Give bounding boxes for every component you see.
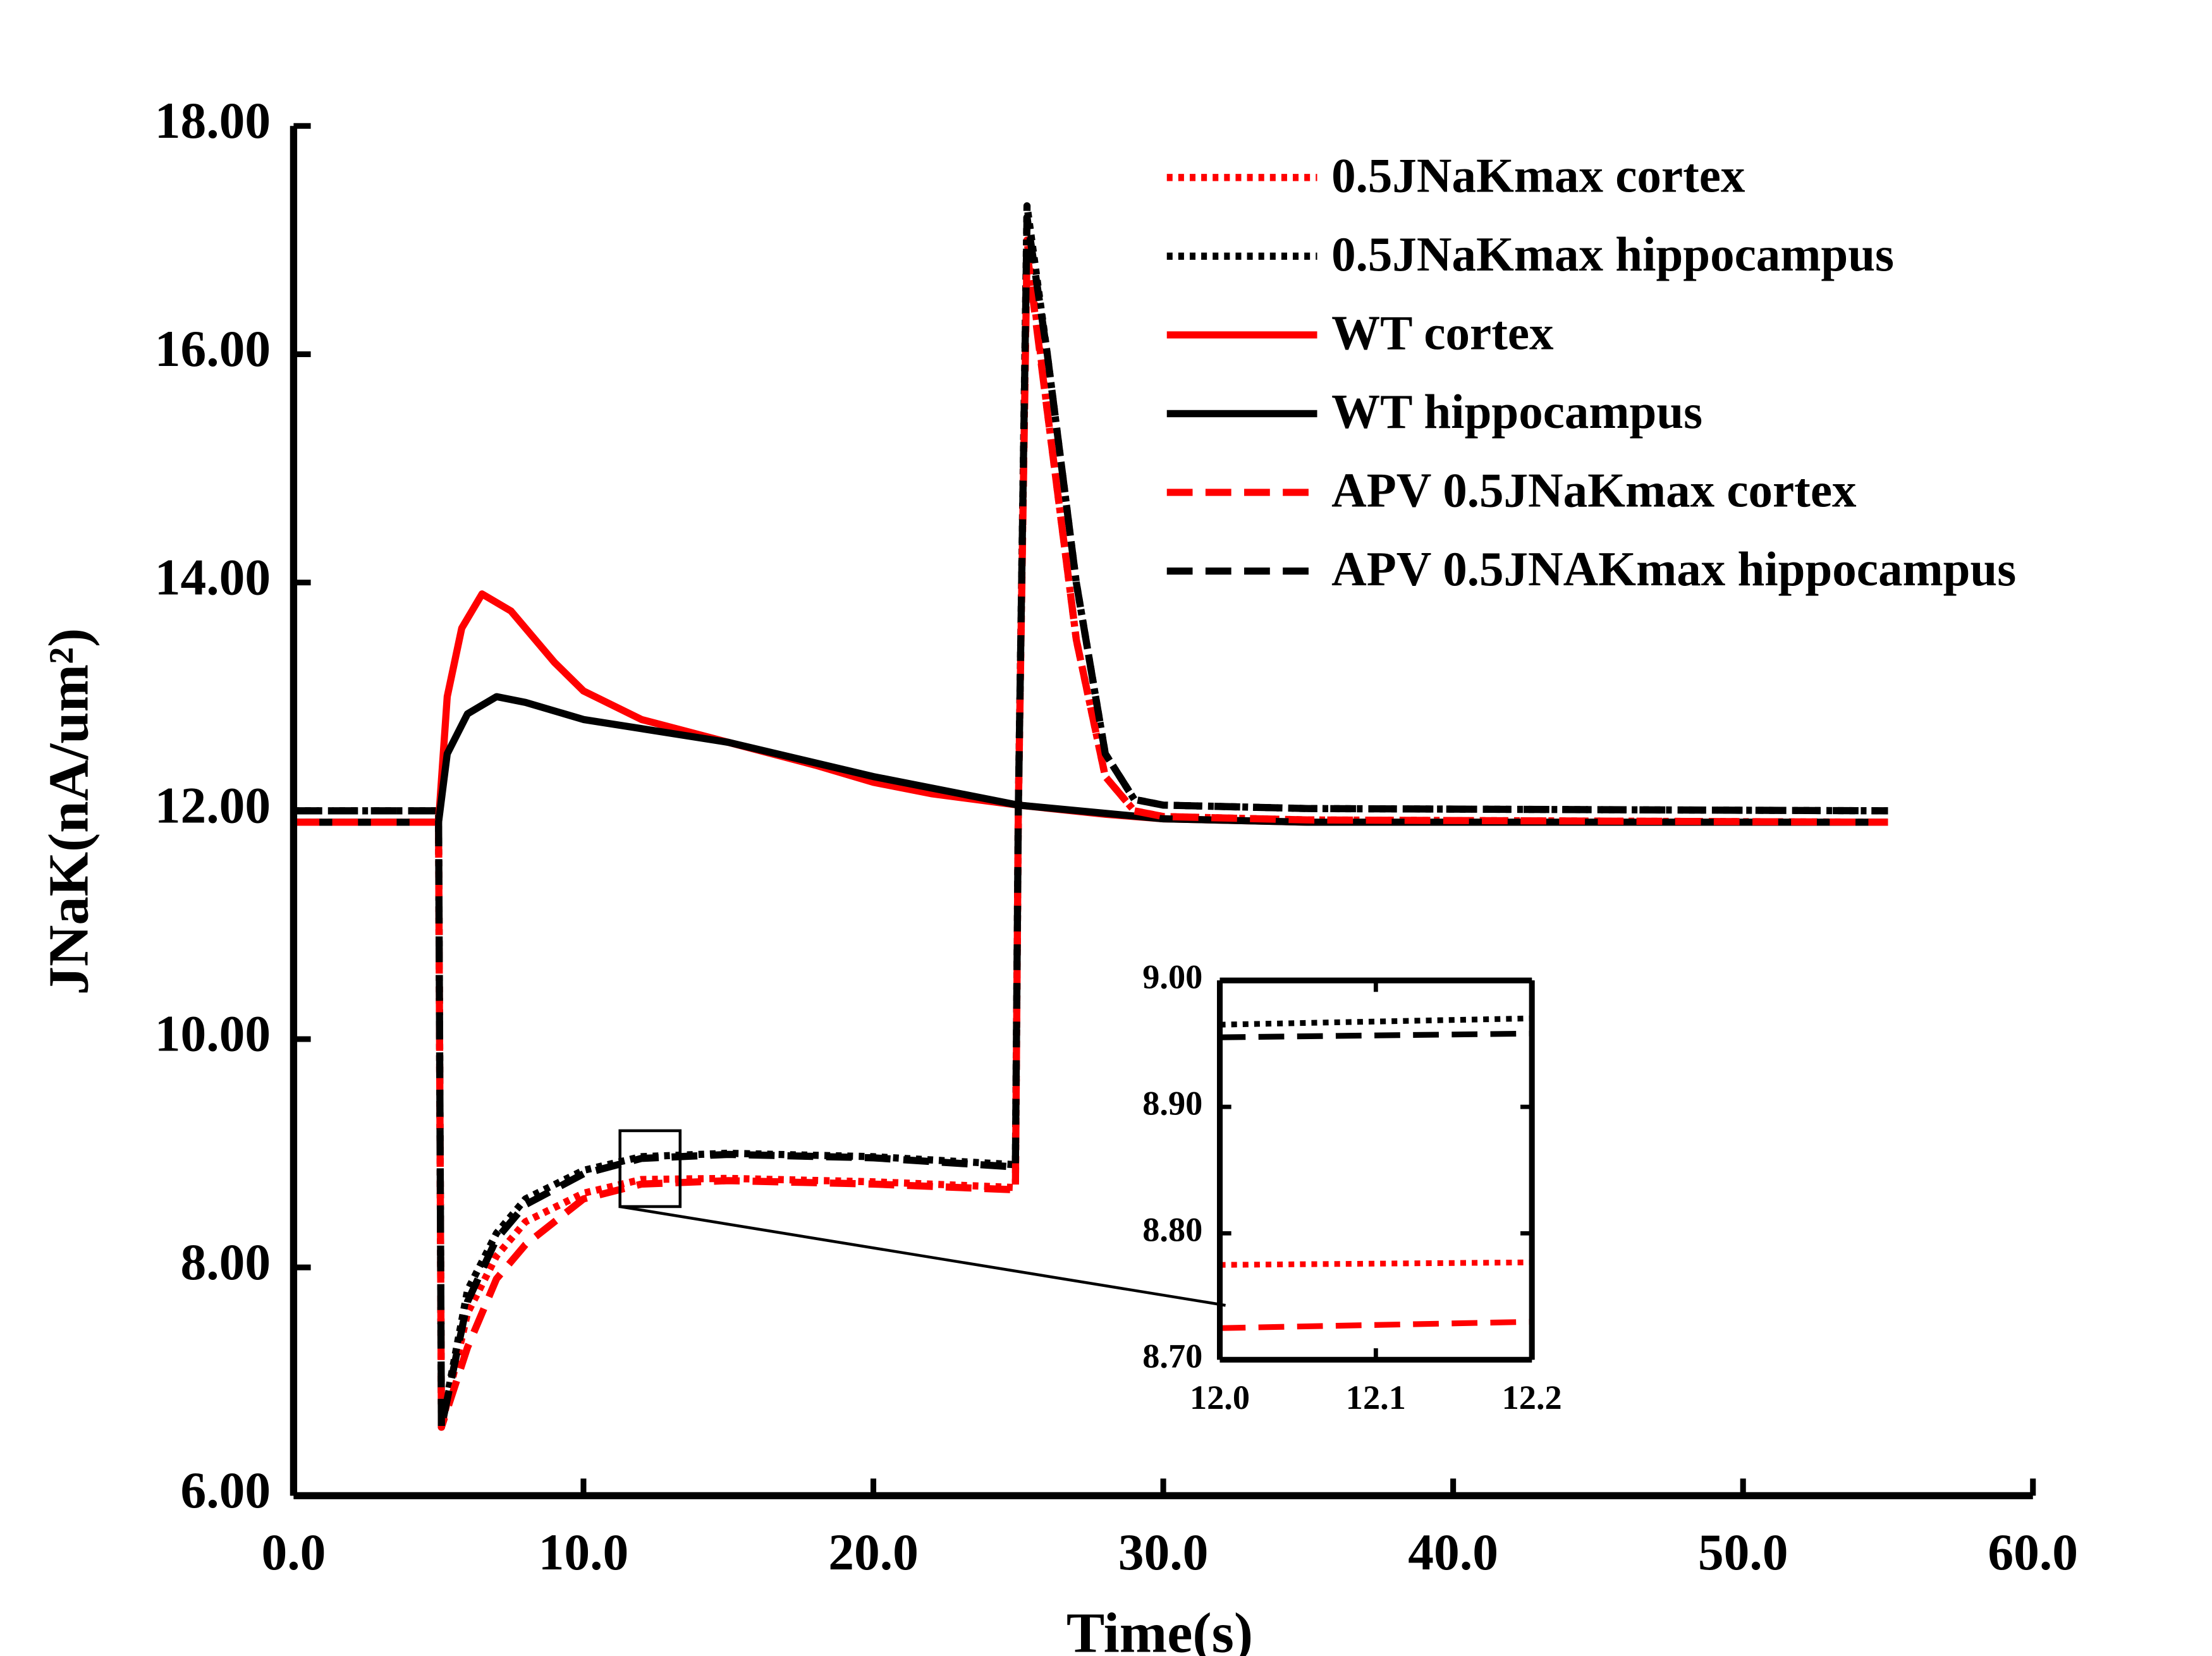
legend-label: WT hippocampus [1331,386,1703,440]
zoom-box [618,1129,682,1209]
inset-plot: 8.70 8.80 8.90 9.00 12.0 12.1 12.2 [1142,958,1561,1416]
legend-entry: APV 0.5JNAKmax hippocampus [1159,534,2075,609]
legend-swatch [1166,331,1317,339]
y-tick-label: 8.90 [1142,1085,1202,1123]
x-tick-label: 60.0 [1988,1523,2078,1581]
legend-swatch [1166,410,1317,418]
legend-entry: WT cortex [1159,298,2075,372]
legend: 0.5JNaKmax cortex 0.5JNaKmax hippocampus W… [1159,140,2075,608]
legend-label: 0.5JNaKmax hippocampus [1331,229,1895,283]
series-line [1219,1318,1532,1331]
x-tick-label: 30.0 [1118,1523,1209,1581]
y-tick-label: 6.00 [181,1461,271,1519]
series-group [293,202,1888,1431]
y-tick-label: 16.00 [155,320,271,377]
x-tick-label: 12.1 [1346,1379,1406,1416]
x-tick-label: 10.0 [539,1523,629,1581]
series-line [1219,1015,1532,1028]
y-tick-label: 8.70 [1142,1337,1202,1375]
legend-entry: WT hippocampus [1159,377,2075,451]
legend-label: 0.5JNaKmax cortex [1331,150,1745,204]
y-tick-label: 18.00 [155,92,271,149]
legend-swatch [1166,174,1317,181]
legend-label: APV 0.5JNaKmax cortex [1331,465,1857,518]
zoom-connector [620,1205,1226,1307]
series-group [1219,1015,1532,1331]
y-tick-label: 8.00 [181,1233,271,1291]
x-tick-label: 12.0 [1190,1379,1250,1416]
series-line [293,693,1888,826]
x-tick-label: 40.0 [1408,1523,1498,1581]
series-line [1219,1259,1532,1268]
y-tick-label: 14.00 [155,548,271,606]
x-tick-label: 0.0 [261,1523,326,1581]
legend-entry: APV 0.5JNaKmax cortex [1159,455,2075,530]
legend-swatch [1166,567,1317,575]
x-tick-label: 12.2 [1502,1379,1562,1416]
main-plot: 6.00 8.00 10.00 12.00 14.00 16.00 18.00 0.0 10.0… [155,92,2078,1581]
legend-entry: 0.5JNaKmax hippocampus [1159,219,2075,293]
series-line [1219,1030,1532,1040]
legend-label: WT cortex [1331,307,1554,361]
y-tick-label: 9.00 [1142,958,1202,996]
legend-box: 0.5JNaKmax cortex 0.5JNaKmax hippocampus W… [1159,140,2075,608]
legend-swatch [1166,252,1317,260]
x-axis-title: Time(s) [1066,1601,1253,1656]
y-tick-label: 8.80 [1142,1211,1202,1249]
legend-swatch [1166,489,1317,496]
legend-entry: 0.5JNaKmax cortex [1159,140,2075,215]
series-line [293,214,1888,1431]
x-tick-label: 50.0 [1698,1523,1788,1581]
y-tick-label: 10.00 [155,1005,271,1062]
y-tick-label: 12.00 [155,777,271,834]
series-line [293,236,1888,1431]
y-axis-title: JNaK(nA/um²) [37,628,101,995]
legend-label: APV 0.5JNAKmax hippocampus [1331,544,2017,597]
x-tick-label: 20.0 [828,1523,919,1581]
